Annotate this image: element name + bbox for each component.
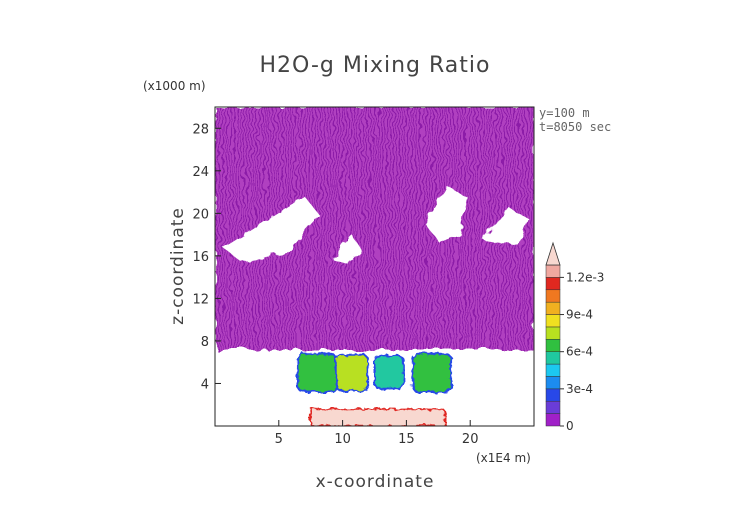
dry-gap-0	[222, 196, 320, 262]
plot-area	[215, 107, 534, 426]
colorbar-level-12	[545, 264, 561, 278]
colorbar-level-6	[545, 339, 561, 352]
colorbar-level-4	[545, 363, 561, 377]
x-tick-label: 5	[275, 432, 283, 447]
colorbar-tick-label: 1.2e-3	[566, 270, 604, 284]
colorbar-level-7	[545, 326, 561, 340]
moist-core-4-overlay	[411, 352, 453, 393]
y-tick-label: 16	[192, 250, 209, 265]
x-axis: 5 10 15 20	[275, 420, 479, 447]
moist-core-1-overlay	[296, 352, 338, 393]
y-tick-label: 12	[192, 292, 209, 307]
chart-title: H2O-g Mixing Ratio	[260, 53, 491, 78]
y-tick-label: 24	[192, 165, 209, 180]
dry-gap-7	[215, 389, 292, 426]
y-tick-label: 8	[201, 335, 209, 350]
y-tick-label: 28	[192, 122, 209, 137]
colorbar-level-1	[545, 400, 561, 414]
colorbar-tick-label: 6e-4	[566, 345, 593, 359]
colorbar-tick-label: 0	[566, 419, 574, 433]
x-axis-unit: (x1E4 m)	[476, 451, 531, 465]
x-tick-label: 15	[398, 432, 415, 447]
dry-gap-2	[482, 206, 529, 246]
x-tick-label: 20	[462, 432, 479, 447]
colorbar-level-0	[545, 413, 561, 427]
colorbar-level-2	[545, 388, 561, 402]
annotation-0: y=100 m	[539, 106, 590, 120]
surface-layer-overlay	[309, 408, 446, 426]
colorbar-tick-label: 9e-4	[566, 308, 593, 322]
moist-core-3-overlay	[373, 354, 405, 390]
y-tick-label: 4	[201, 377, 209, 392]
plot-frame	[214, 106, 535, 427]
dry-gap-3	[332, 232, 362, 264]
y-tick-label: 20	[192, 207, 209, 222]
x-axis-label: x-coordinate	[316, 472, 435, 492]
dry-gap-1	[425, 186, 468, 244]
colorbar-level-9	[545, 301, 561, 315]
colorbar-level-3	[545, 376, 561, 390]
colorbar-level-8	[545, 314, 561, 328]
colorbar-tick-label: 3e-4	[566, 382, 593, 396]
colorbar-level-5	[545, 351, 561, 365]
plot-annotations: y=100 mt=8050 sec	[539, 106, 611, 134]
x-tick-label: 10	[334, 432, 351, 447]
annotation-1: t=8050 sec	[539, 120, 611, 134]
colorbar-level-10	[545, 289, 561, 303]
dry-gaps	[215, 186, 534, 426]
colorbar-level-11	[545, 277, 561, 291]
dry-gap-6	[452, 389, 534, 426]
y-axis-unit: (x1000 m)	[143, 79, 206, 93]
moist-core-2-overlay	[335, 353, 370, 392]
y-axis: 4 8 12 16 20 24 28	[192, 122, 221, 392]
colorbar: 0 3e-4 6e-4 9e-4 1.2e-3	[545, 241, 604, 433]
colorbar-extend-arrow	[545, 241, 561, 266]
y-axis-label: z-coordinate	[168, 207, 188, 325]
